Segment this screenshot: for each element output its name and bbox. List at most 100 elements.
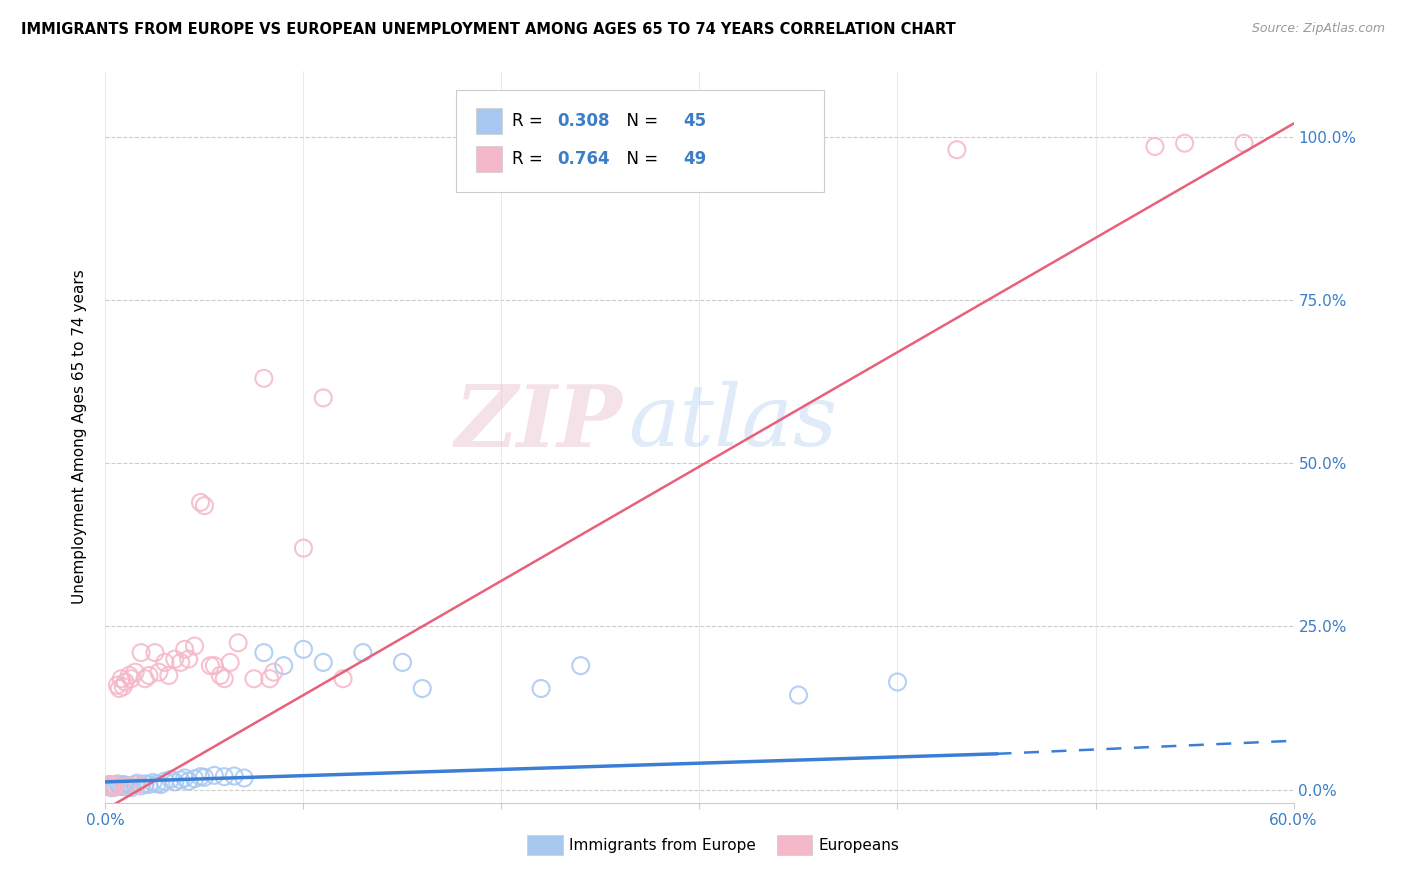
Point [114, 675, 136, 690]
Text: R =: R = [512, 112, 548, 130]
Text: R =: R = [512, 150, 548, 168]
Point [530, 681, 553, 696]
Point [177, 774, 200, 789]
Point [259, 672, 281, 686]
Point [173, 642, 195, 657]
Point [120, 672, 142, 686]
Text: 49: 49 [683, 150, 706, 168]
Point [946, 143, 969, 157]
Point [253, 646, 276, 660]
Point [292, 642, 315, 657]
Point [103, 778, 125, 792]
Point [105, 678, 128, 692]
Point [127, 776, 149, 790]
Point [163, 652, 186, 666]
Point [202, 768, 225, 782]
Point [96, 780, 118, 794]
Point [148, 665, 170, 680]
Text: IMMIGRANTS FROM EUROPE VS EUROPEAN UNEMPLOYMENT AMONG AGES 65 TO 74 YEARS CORREL: IMMIGRANTS FROM EUROPE VS EUROPEAN UNEMP… [21, 22, 956, 37]
Point [1174, 136, 1197, 151]
FancyBboxPatch shape [527, 835, 562, 855]
Point [118, 668, 141, 682]
Point [233, 771, 256, 785]
Point [332, 672, 354, 686]
Point [100, 779, 122, 793]
Point [138, 778, 160, 792]
Point [104, 778, 127, 792]
Point [142, 775, 165, 789]
Text: 0.308: 0.308 [557, 112, 609, 130]
Point [105, 777, 128, 791]
Point [253, 371, 276, 385]
Point [118, 779, 141, 793]
Text: ZIP: ZIP [454, 381, 623, 464]
Point [124, 665, 146, 680]
Point [1233, 136, 1256, 151]
Point [214, 672, 236, 686]
Point [787, 688, 810, 702]
Point [202, 658, 225, 673]
Point [120, 780, 142, 795]
Text: 0.764: 0.764 [557, 150, 610, 168]
Text: Europeans: Europeans [818, 838, 900, 853]
Text: atlas: atlas [628, 381, 838, 464]
Point [112, 680, 135, 694]
Point [129, 779, 152, 793]
Text: N =: N = [616, 112, 664, 130]
Point [209, 668, 232, 682]
Point [138, 668, 160, 682]
Point [190, 495, 212, 509]
Point [292, 541, 315, 555]
Point [200, 658, 222, 673]
Point [153, 656, 176, 670]
Point [108, 779, 131, 793]
Point [129, 646, 152, 660]
Point [214, 770, 236, 784]
Point [96, 780, 118, 794]
Point [159, 772, 181, 787]
Point [115, 780, 138, 794]
Point [114, 778, 136, 792]
Text: N =: N = [616, 150, 664, 168]
Point [243, 672, 266, 686]
Point [163, 775, 186, 789]
Point [778, 133, 800, 147]
Point [103, 780, 125, 794]
Point [110, 780, 132, 794]
Point [110, 672, 132, 686]
Point [411, 681, 433, 696]
Point [108, 681, 131, 696]
Point [312, 391, 335, 405]
Point [224, 769, 246, 783]
Point [1143, 139, 1166, 153]
Point [193, 770, 215, 784]
Point [124, 778, 146, 792]
Point [263, 665, 285, 680]
Point [183, 772, 205, 786]
Point [193, 499, 215, 513]
FancyBboxPatch shape [776, 835, 813, 855]
Point [149, 778, 172, 792]
Point [100, 780, 122, 795]
Point [273, 658, 295, 673]
Text: Source: ZipAtlas.com: Source: ZipAtlas.com [1251, 22, 1385, 36]
Point [146, 777, 169, 791]
Y-axis label: Unemployment Among Ages 65 to 74 years: Unemployment Among Ages 65 to 74 years [72, 269, 87, 605]
Point [127, 778, 149, 792]
Point [143, 646, 166, 660]
Text: Immigrants from Europe: Immigrants from Europe [569, 838, 755, 853]
Point [115, 780, 138, 794]
Point [768, 143, 790, 157]
Point [886, 675, 908, 690]
Point [352, 646, 374, 660]
FancyBboxPatch shape [456, 90, 824, 192]
Point [104, 780, 127, 794]
Point [391, 656, 413, 670]
Point [98, 778, 121, 792]
Point [98, 778, 121, 792]
Point [153, 774, 176, 789]
Point [312, 656, 335, 670]
Point [569, 658, 592, 673]
Point [134, 777, 156, 791]
Point [134, 672, 156, 686]
